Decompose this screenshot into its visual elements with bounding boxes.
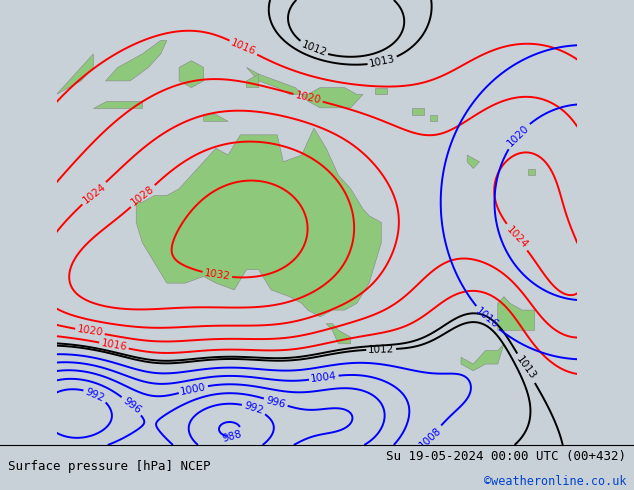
- Polygon shape: [136, 128, 381, 317]
- Polygon shape: [247, 68, 363, 108]
- Polygon shape: [56, 54, 93, 95]
- Text: 1013: 1013: [368, 54, 396, 69]
- Text: 1012: 1012: [368, 344, 394, 355]
- Text: 1008: 1008: [417, 425, 443, 450]
- Text: 988: 988: [221, 429, 243, 443]
- Text: ©weatheronline.co.uk: ©weatheronline.co.uk: [484, 475, 626, 488]
- Polygon shape: [528, 169, 534, 175]
- Text: 1020: 1020: [76, 324, 104, 338]
- Polygon shape: [204, 115, 228, 122]
- Text: 996: 996: [265, 395, 287, 410]
- Text: 1013: 1013: [514, 355, 538, 382]
- Text: 1004: 1004: [310, 371, 337, 384]
- Text: Surface pressure [hPa] NCEP: Surface pressure [hPa] NCEP: [8, 460, 210, 473]
- Text: 1020: 1020: [294, 90, 322, 105]
- Polygon shape: [375, 88, 387, 95]
- Polygon shape: [498, 296, 534, 330]
- Text: 1032: 1032: [204, 269, 231, 282]
- Polygon shape: [326, 323, 351, 344]
- Polygon shape: [247, 74, 259, 88]
- Polygon shape: [93, 101, 143, 108]
- Polygon shape: [467, 155, 479, 169]
- Text: 1016: 1016: [474, 306, 501, 331]
- Text: 1016: 1016: [230, 38, 257, 57]
- Text: Su 19-05-2024 00:00 UTC (00+432): Su 19-05-2024 00:00 UTC (00+432): [386, 450, 626, 463]
- Text: 1012: 1012: [300, 40, 328, 58]
- Text: 992: 992: [84, 386, 107, 403]
- Text: 1016: 1016: [100, 338, 128, 353]
- Text: 1024: 1024: [81, 181, 108, 205]
- Polygon shape: [179, 61, 204, 88]
- Text: 996: 996: [121, 395, 143, 416]
- Polygon shape: [461, 344, 504, 371]
- Text: 1028: 1028: [129, 184, 157, 208]
- Polygon shape: [430, 115, 436, 122]
- Polygon shape: [412, 108, 424, 115]
- Polygon shape: [106, 41, 167, 81]
- Text: 1020: 1020: [505, 123, 531, 148]
- Text: 992: 992: [243, 400, 265, 416]
- Text: 1024: 1024: [504, 224, 529, 250]
- Text: 1000: 1000: [179, 382, 207, 397]
